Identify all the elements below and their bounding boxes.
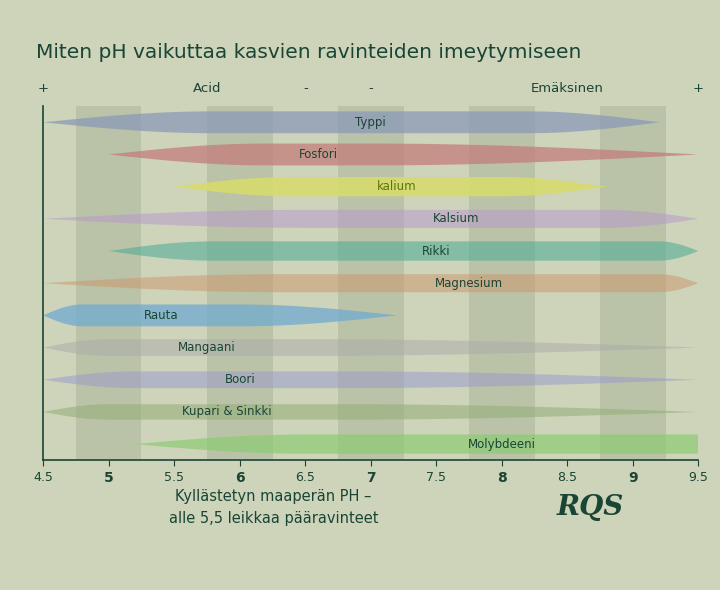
Bar: [76, 106, 142, 460]
Text: Miten pH vaikuttaa kasvien ravinteiden imeytymiseen: Miten pH vaikuttaa kasvien ravinteiden i…: [36, 43, 581, 62]
Text: -: -: [369, 82, 373, 95]
Text: +: +: [37, 82, 49, 95]
Polygon shape: [109, 241, 698, 261]
Text: Emäksinen: Emäksinen: [531, 82, 604, 95]
Text: Kalsium: Kalsium: [433, 212, 480, 225]
Text: Mangaani: Mangaani: [178, 341, 236, 354]
Polygon shape: [135, 434, 698, 454]
Polygon shape: [43, 404, 698, 419]
Polygon shape: [43, 274, 698, 292]
Polygon shape: [174, 177, 607, 196]
Text: Acid: Acid: [193, 82, 221, 95]
Text: Magnesium: Magnesium: [435, 277, 503, 290]
Bar: [338, 106, 404, 460]
Text: RQS: RQS: [557, 494, 624, 521]
Polygon shape: [43, 112, 659, 133]
Polygon shape: [43, 339, 698, 356]
Text: Kupari & Sinkki: Kupari & Sinkki: [182, 405, 271, 418]
Text: Rauta: Rauta: [144, 309, 179, 322]
Text: Fosfori: Fosfori: [299, 148, 338, 161]
Text: Boori: Boori: [225, 373, 255, 386]
Text: -: -: [303, 82, 307, 95]
Text: kalium: kalium: [377, 180, 417, 193]
Text: Rikki: Rikki: [422, 244, 451, 257]
Polygon shape: [43, 304, 397, 326]
Bar: [469, 106, 534, 460]
Polygon shape: [109, 143, 698, 165]
Bar: [207, 106, 272, 460]
Text: Kyllästetyn maaperän PH –
alle 5,5 leikkaa pääravinteet: Kyllästetyn maaperän PH – alle 5,5 leikk…: [169, 489, 378, 526]
Text: Molybdeeni: Molybdeeni: [468, 438, 536, 451]
Bar: [600, 106, 665, 460]
Polygon shape: [43, 210, 698, 228]
Polygon shape: [43, 371, 698, 388]
Text: +: +: [693, 82, 704, 95]
Text: Typpi: Typpi: [356, 116, 386, 129]
